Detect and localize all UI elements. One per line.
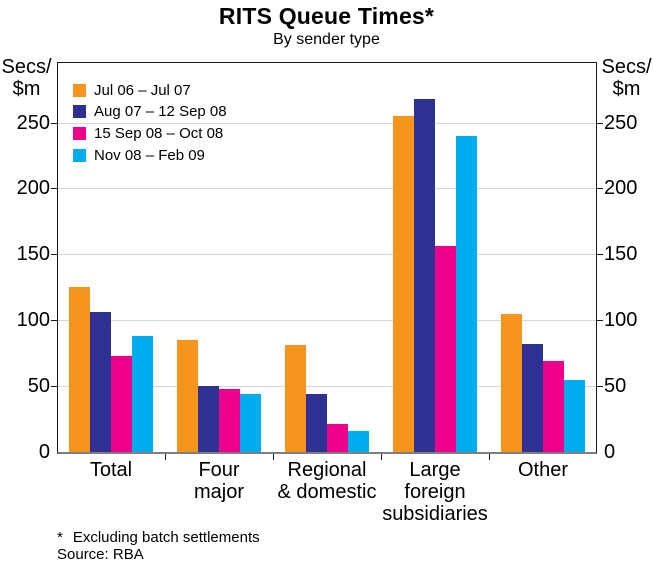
bar-series3-cat5	[543, 361, 564, 452]
y-tick-label-left: 150	[16, 243, 50, 266]
y-axis-tick-right	[597, 188, 603, 190]
x-axis-tick	[165, 454, 166, 460]
x-category-label: Total	[89, 459, 133, 481]
y-axis-tick-right	[597, 122, 603, 124]
bar-series3-cat3	[327, 424, 348, 452]
footnote-marker: *	[57, 529, 63, 546]
bar-series1-cat1	[69, 287, 90, 452]
chart-title: RITS Queue Times*	[218, 3, 435, 29]
y-axis-tick-left	[51, 254, 57, 256]
x-category-label: Four major	[193, 459, 244, 503]
chart-subtitle: By sender type	[273, 31, 380, 48]
legend-swatch	[73, 126, 86, 140]
y-tick-label-right: 100	[604, 309, 638, 332]
x-axis-tick	[273, 454, 274, 460]
legend-item: Aug 07 – 12 Sep 08	[73, 102, 227, 122]
y-axis-tick-left	[51, 386, 57, 388]
gridline-250	[58, 122, 596, 124]
bar-series4-cat4	[456, 135, 477, 452]
bar-series1-cat2	[177, 340, 198, 452]
gridline-100	[58, 320, 596, 322]
y-axis-tick-left	[51, 320, 57, 322]
bar-series2-cat5	[522, 343, 543, 452]
legend-label: Nov 08 – Feb 09	[94, 146, 205, 164]
bar-series2-cat1	[90, 312, 111, 452]
gridline-50	[58, 386, 596, 388]
legend-item: 15 Sep 08 – Oct 08	[73, 123, 223, 143]
x-axis-tick	[489, 454, 490, 460]
bar-series1-cat3	[285, 345, 306, 452]
bar-series4-cat1	[132, 336, 153, 452]
y-axis-unit-label-right: Secs/ $m	[601, 56, 652, 100]
x-axis-tick	[381, 454, 382, 460]
legend-label: Jul 06 – Jul 07	[94, 81, 191, 99]
legend-item: Jul 06 – Jul 07	[73, 80, 191, 100]
chart-footnote: * Excluding batch settlements	[57, 529, 260, 546]
legend-swatch	[73, 148, 86, 162]
bar-series1-cat4	[393, 116, 414, 452]
y-tick-label-left: 50	[27, 375, 50, 398]
y-axis-tick-left	[51, 188, 57, 190]
legend-item: Nov 08 – Feb 09	[73, 145, 205, 165]
y-axis-unit-label-left: Secs/ $m	[1, 56, 52, 100]
source-note: Source: RBA	[57, 546, 144, 563]
legend-swatch	[73, 105, 86, 119]
y-tick-label-left: 250	[16, 111, 50, 134]
y-axis-tick-right	[597, 386, 603, 388]
bar-series2-cat3	[306, 394, 327, 452]
bar-series4-cat3	[348, 430, 369, 452]
y-axis-tick-left	[51, 122, 57, 124]
y-tick-label-right: 200	[604, 177, 638, 200]
y-tick-label-right: 150	[604, 243, 638, 266]
bar-series2-cat4	[414, 98, 435, 452]
gridline-150	[58, 254, 596, 256]
y-tick-label-right: 0	[604, 441, 616, 463]
bar-series3-cat4	[435, 246, 456, 452]
legend-label: 15 Sep 08 – Oct 08	[94, 124, 224, 142]
gridline-200	[58, 188, 596, 190]
x-category-label: Other	[517, 459, 569, 481]
y-tick-label-left: 200	[16, 177, 50, 200]
bar-series2-cat2	[198, 386, 219, 452]
y-axis-tick-right	[597, 320, 603, 322]
x-category-label: Regional & domestic	[277, 459, 377, 503]
bar-series3-cat2	[219, 388, 240, 452]
bar-series3-cat1	[111, 355, 132, 452]
bar-series4-cat2	[240, 394, 261, 452]
y-axis-tick-right	[597, 254, 603, 256]
y-tick-label-right: 50	[604, 375, 627, 398]
x-category-label: Large foreign subsidiaries	[382, 459, 488, 525]
y-tick-label-left: 0	[38, 441, 50, 463]
footnote-text: Excluding batch settlements	[72, 529, 260, 546]
legend-label: Aug 07 – 12 Sep 08	[94, 103, 227, 121]
y-tick-label-left: 100	[16, 309, 50, 332]
y-tick-label-right: 250	[604, 111, 638, 134]
legend-swatch	[73, 83, 86, 97]
bar-series4-cat5	[564, 379, 585, 452]
bar-series1-cat5	[501, 313, 522, 452]
